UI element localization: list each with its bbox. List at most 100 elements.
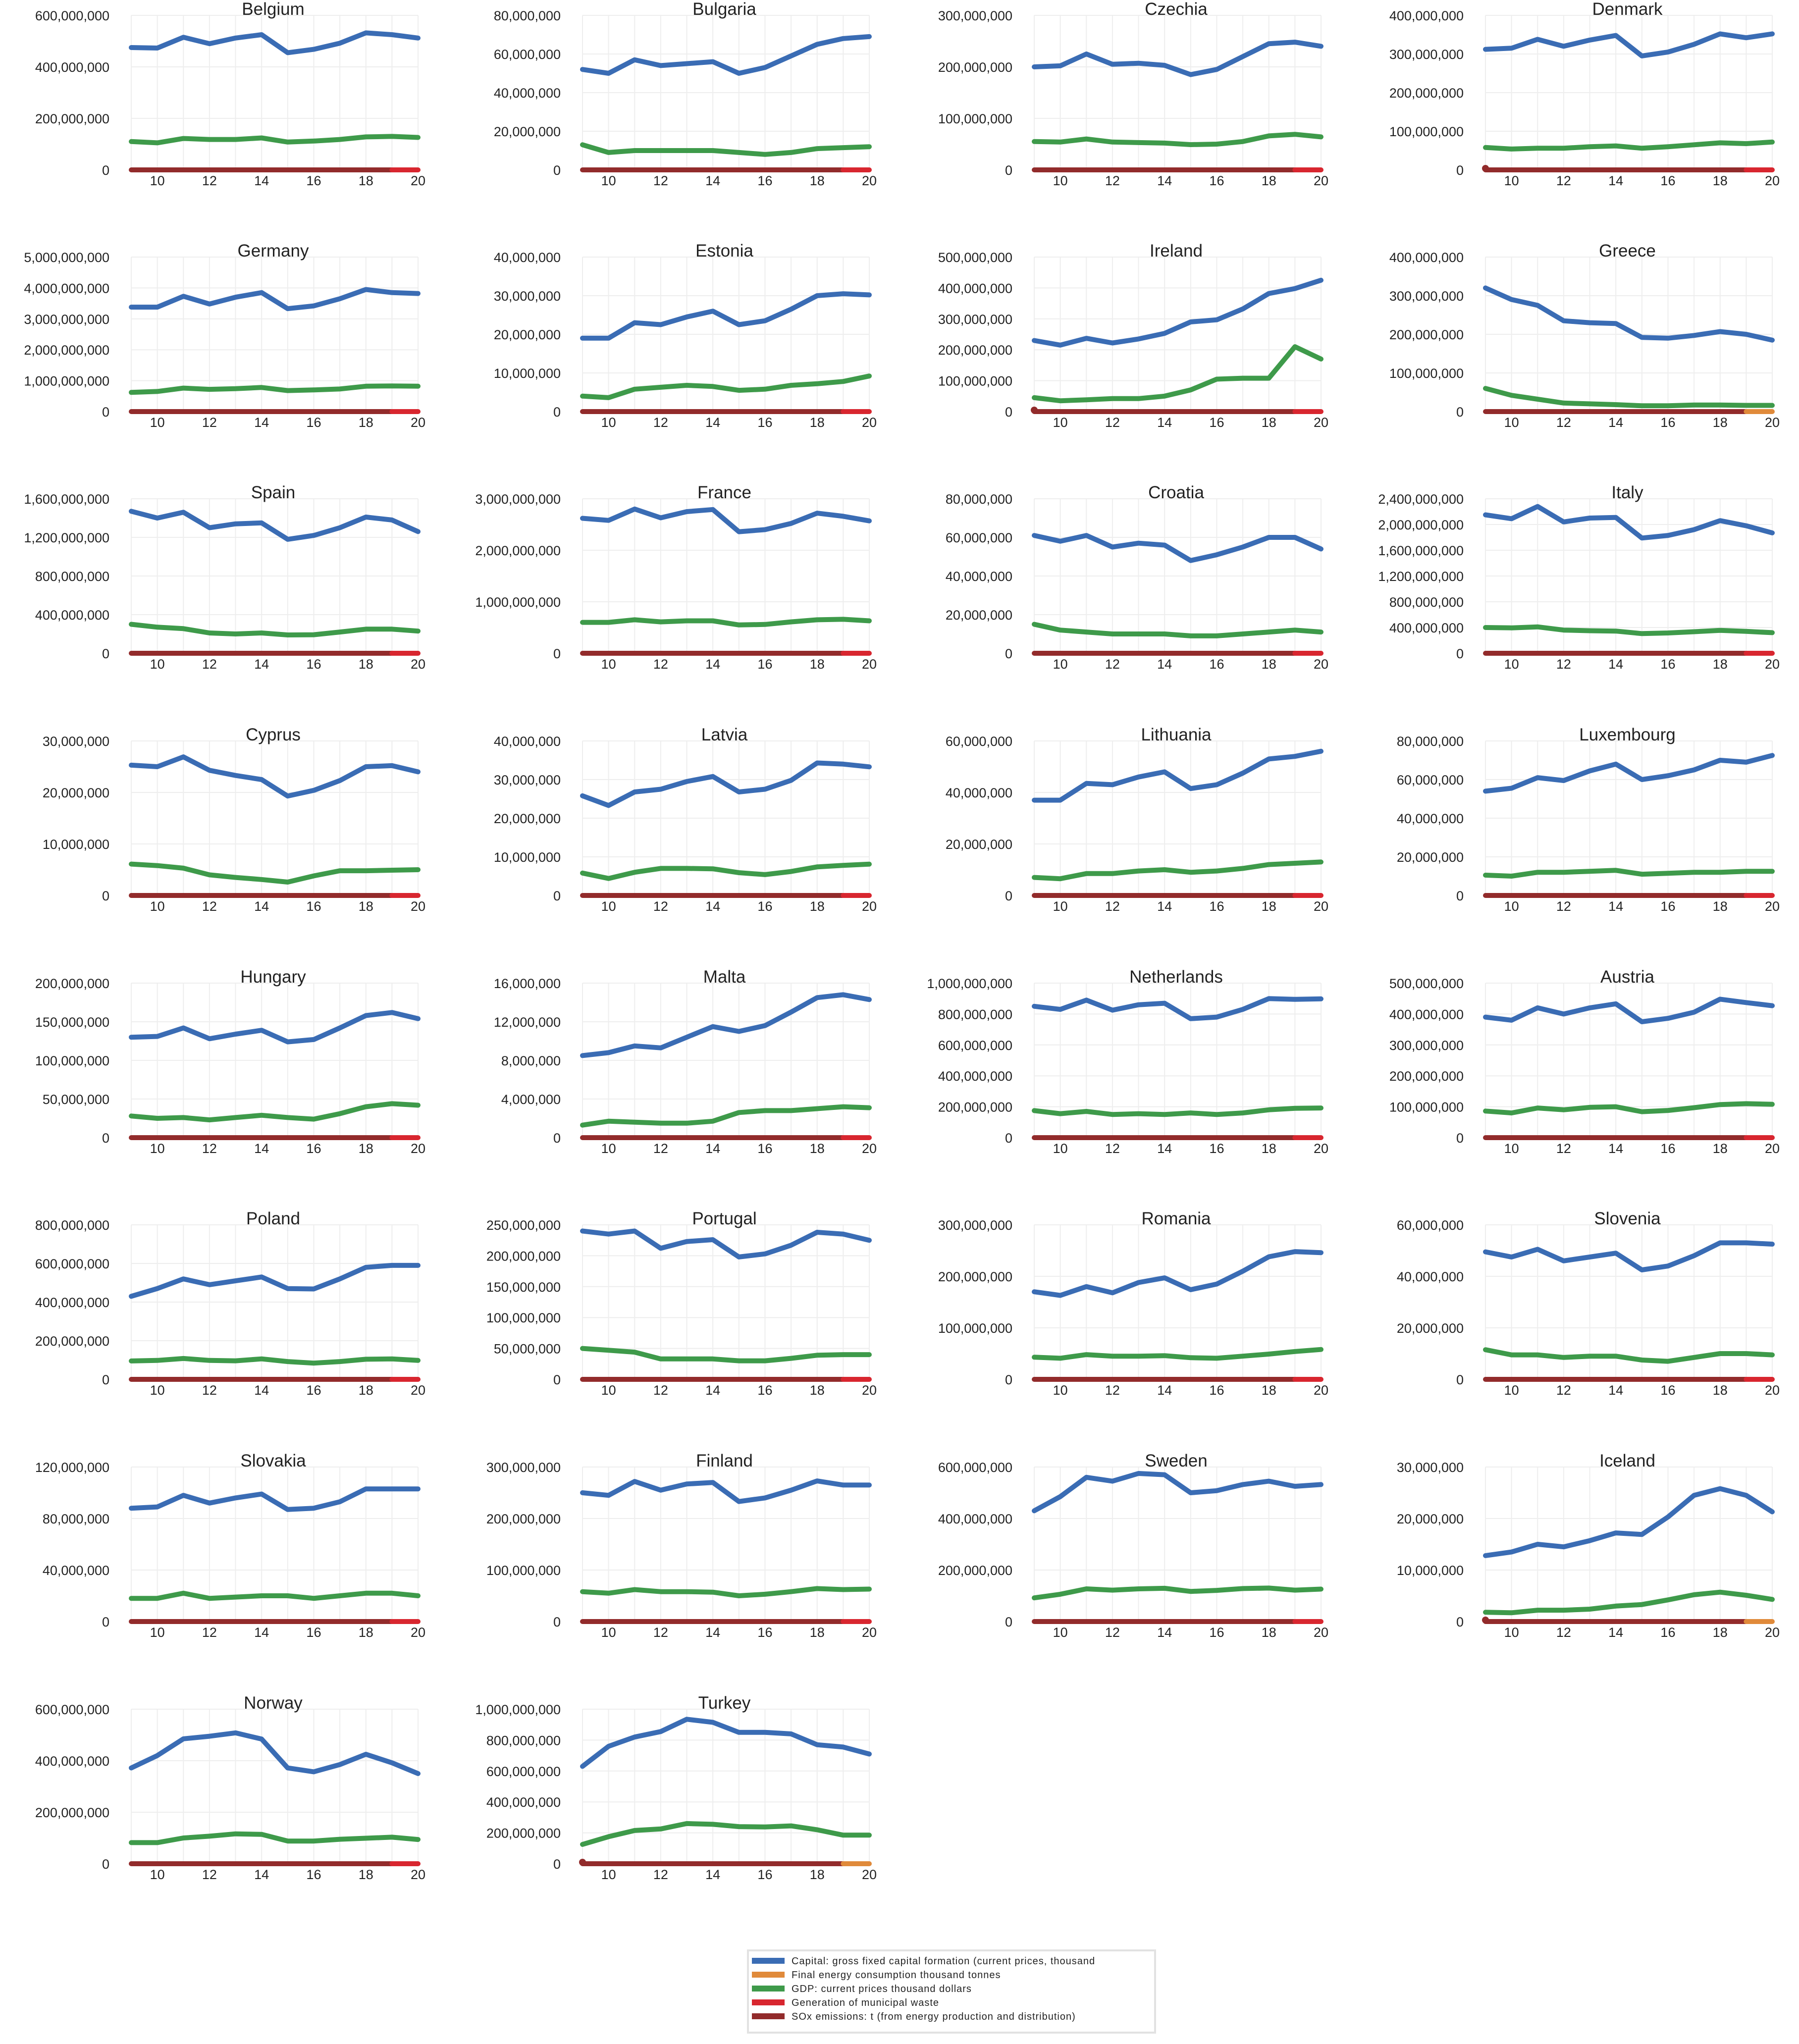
capital-line	[580, 291, 872, 341]
panel-poland: 0 200,000,000 400,000,000 600,000,000 800,00…	[35, 1209, 425, 1398]
x-tick-label: 10	[1053, 1625, 1068, 1640]
x-tick-label: 20	[411, 173, 425, 188]
y-tick-label: 400,000,000	[35, 1295, 109, 1310]
y-tick-label: 0	[1005, 889, 1012, 903]
gdp-line	[1032, 622, 1323, 638]
capital-line	[580, 1228, 872, 1259]
y-tick-label: 400,000,000	[1389, 621, 1464, 635]
capital-line	[580, 992, 872, 1058]
y-tick-label: 200,000,000	[1389, 327, 1464, 342]
x-tick-label: 10	[1504, 1383, 1519, 1398]
y-tick-label: 30,000,000	[494, 773, 561, 787]
y-tick-label: 16,000,000	[494, 976, 561, 991]
panel-italy: 0 400,000,000 800,000,000 1,200,000,000 1,60…	[1378, 483, 1780, 672]
y-tick-label: 0	[1456, 1615, 1464, 1629]
gdp-line	[1483, 868, 1775, 879]
x-tick-label: 18	[1713, 657, 1728, 672]
y-tick-label: 0	[1456, 405, 1464, 419]
capital-line	[580, 1478, 872, 1504]
panel-austria: 0 100,000,000 200,000,000 300,000,000 400,00…	[1389, 967, 1780, 1156]
x-tick-label: 10	[150, 1383, 165, 1398]
x-tick-label: 10	[601, 1383, 616, 1398]
x-tick-label: 12	[202, 657, 217, 672]
y-tick-label: 1,200,000,000	[24, 530, 109, 545]
gdp-line	[129, 1831, 421, 1845]
y-tick-label: 8,000,000	[501, 1053, 561, 1068]
x-tick-label: 18	[1262, 415, 1276, 430]
panel-title: Luxembourg	[1579, 725, 1676, 744]
panel-title: Poland	[246, 1209, 300, 1228]
y-tick-label: 400,000,000	[35, 608, 109, 623]
x-tick-label: 12	[202, 1141, 217, 1156]
x-tick-label: 16	[306, 1383, 321, 1398]
y-tick-label: 200,000,000	[486, 1249, 561, 1263]
x-tick-label: 10	[1504, 1141, 1519, 1156]
x-tick-label: 10	[601, 415, 616, 430]
y-tick-label: 0	[1005, 1131, 1012, 1146]
panel-title: Iceland	[1599, 1451, 1655, 1470]
sox-point	[579, 1859, 586, 1866]
y-tick-label: 2,000,000,000	[24, 343, 109, 358]
gdp-line	[1032, 344, 1323, 404]
y-tick-label: 20,000,000	[1397, 850, 1464, 865]
y-tick-label: 0	[553, 405, 561, 419]
x-tick-label: 14	[705, 1625, 720, 1640]
capital-line	[580, 1717, 872, 1769]
x-tick-label: 18	[810, 415, 825, 430]
x-tick-label: 20	[1314, 899, 1328, 914]
x-tick-label: 18	[1262, 1141, 1276, 1156]
x-tick-label: 12	[1105, 899, 1120, 914]
x-tick-label: 14	[254, 1383, 269, 1398]
y-tick-label: 200,000,000	[938, 1100, 1012, 1115]
y-tick-label: 300,000,000	[938, 312, 1012, 327]
x-tick-label: 16	[306, 173, 321, 188]
y-tick-label: 1,600,000,000	[24, 492, 109, 507]
panel-croatia: 0 20,000,000 40,000,000 60,000,000 80,000,00…	[946, 483, 1328, 672]
sox-point	[1482, 1617, 1489, 1624]
x-tick-label: 16	[306, 899, 321, 914]
x-tick-label: 18	[1713, 1625, 1728, 1640]
capital-line	[580, 760, 872, 808]
x-tick-label: 18	[359, 415, 373, 430]
gdp-line	[129, 1590, 421, 1601]
x-tick-label: 16	[1660, 1141, 1675, 1156]
x-tick-label: 12	[1105, 173, 1120, 188]
x-tick-label: 20	[1765, 173, 1780, 188]
x-tick-label: 18	[359, 173, 373, 188]
y-tick-label: 80,000,000	[494, 8, 561, 23]
panel-belgium: 0 200,000,000 400,000,000 600,000,000 10 12 14…	[35, 0, 425, 188]
x-tick-label: 10	[1053, 899, 1068, 914]
y-tick-label: 300,000,000	[486, 1460, 561, 1475]
gdp-line	[1032, 859, 1323, 882]
x-tick-label: 14	[1157, 1141, 1172, 1156]
x-tick-label: 12	[1105, 1141, 1120, 1156]
y-tick-label: 0	[102, 1857, 109, 1872]
y-tick-label: 1,600,000,000	[1378, 543, 1464, 558]
x-tick-label: 12	[1556, 415, 1571, 430]
gdp-line	[580, 1346, 872, 1363]
x-tick-label: 18	[359, 1383, 373, 1398]
y-tick-label: 600,000,000	[486, 1764, 561, 1779]
x-tick-label: 20	[1314, 1383, 1328, 1398]
capital-line	[129, 1730, 421, 1776]
gdp-line	[129, 1356, 421, 1366]
panel-title: Netherlands	[1129, 967, 1223, 987]
panel-title: Portugal	[692, 1209, 756, 1228]
x-tick-label: 18	[359, 657, 373, 672]
x-tick-label: 12	[202, 415, 217, 430]
x-tick-label: 14	[1608, 173, 1623, 188]
panel-title: Norway	[244, 1693, 303, 1713]
x-tick-label: 12	[1556, 1625, 1571, 1640]
y-tick-label: 30,000,000	[43, 734, 109, 749]
x-tick-label: 18	[359, 1625, 373, 1640]
y-tick-label: 800,000,000	[486, 1733, 561, 1748]
x-tick-label: 20	[862, 1625, 877, 1640]
x-tick-label: 12	[653, 415, 668, 430]
panel-title: Croatia	[1148, 483, 1204, 502]
y-tick-label: 120,000,000	[35, 1460, 109, 1475]
gdp-line	[129, 861, 421, 885]
y-tick-label: 0	[102, 646, 109, 661]
x-tick-label: 12	[653, 1141, 668, 1156]
x-tick-label: 18	[359, 1867, 373, 1882]
panel-title: Romania	[1141, 1209, 1211, 1228]
